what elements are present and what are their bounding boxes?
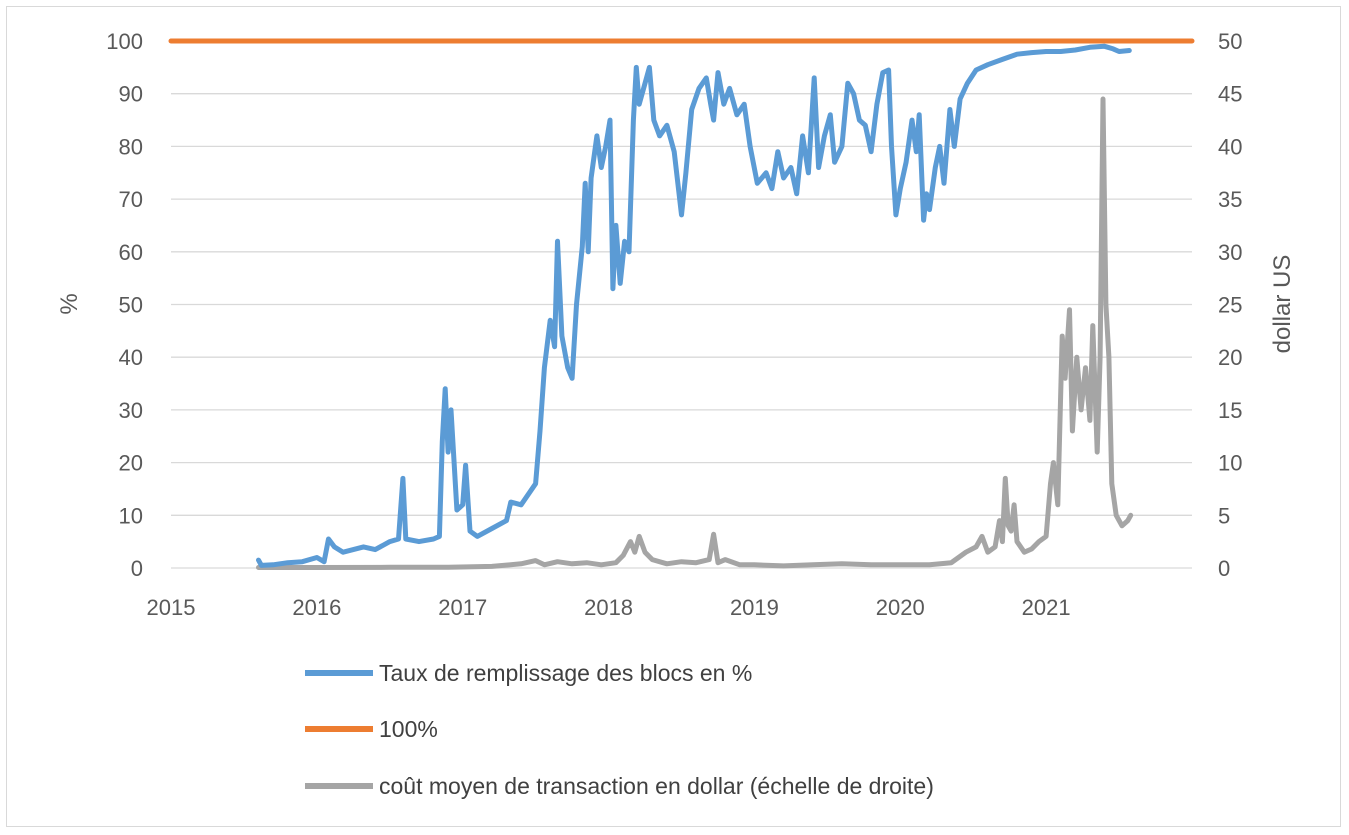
left-axis-title: % <box>56 293 83 314</box>
right-tick-label: 45 <box>1218 82 1242 107</box>
left-tick-label: 60 <box>119 240 143 265</box>
left-tick-label: 90 <box>119 82 143 107</box>
series-line-transaction-cost <box>256 96 1134 570</box>
right-tick-label: 10 <box>1218 451 1242 476</box>
left-tick-label: 0 <box>131 556 143 581</box>
gridlines <box>171 40 1192 569</box>
legend-label-100-percent: 100% <box>379 716 438 742</box>
right-tick-label: 20 <box>1218 345 1242 370</box>
series-line-fill-rate <box>256 43 1132 568</box>
left-tick-label: 20 <box>119 451 143 476</box>
x-tick-label: 2018 <box>584 595 633 620</box>
x-tick-label: 2015 <box>147 595 196 620</box>
left-tick-label: 70 <box>119 187 143 212</box>
x-tick-label: 2021 <box>1022 595 1071 620</box>
x-axis-ticks: 2015 2016 2017 2018 2019 2020 2021 <box>147 595 1071 620</box>
left-tick-label: 40 <box>119 345 143 370</box>
right-tick-label: 50 <box>1218 29 1242 54</box>
legend: Taux de remplissage des blocs en % 100% … <box>305 660 934 799</box>
right-tick-label: 25 <box>1218 293 1242 318</box>
legend-label-transaction-cost: coût moyen de transaction en dollar (éch… <box>379 773 934 799</box>
x-tick-label: 2017 <box>438 595 487 620</box>
x-tick-label: 2020 <box>876 595 925 620</box>
legend-label-fill-rate: Taux de remplissage des blocs en % <box>379 660 752 686</box>
right-tick-label: 35 <box>1218 187 1242 212</box>
left-tick-label: 80 <box>119 134 143 159</box>
right-axis-ticks: 0 5 10 15 20 25 30 35 40 45 50 <box>1218 29 1242 581</box>
right-tick-label: 15 <box>1218 398 1242 423</box>
left-tick-label: 50 <box>119 293 143 318</box>
right-tick-label: 5 <box>1218 503 1230 528</box>
x-tick-label: 2016 <box>292 595 341 620</box>
x-tick-label: 2019 <box>730 595 779 620</box>
left-axis-ticks: 0 10 20 30 40 50 60 70 80 90 100 <box>106 29 143 581</box>
right-tick-label: 40 <box>1218 134 1242 159</box>
series-lines <box>168 38 1195 570</box>
left-tick-label: 30 <box>119 398 143 423</box>
right-axis-title: dollar US <box>1269 255 1296 354</box>
right-tick-label: 30 <box>1218 240 1242 265</box>
right-tick-label: 0 <box>1218 556 1230 581</box>
left-tick-label: 100 <box>106 29 143 54</box>
left-tick-label: 10 <box>119 503 143 528</box>
